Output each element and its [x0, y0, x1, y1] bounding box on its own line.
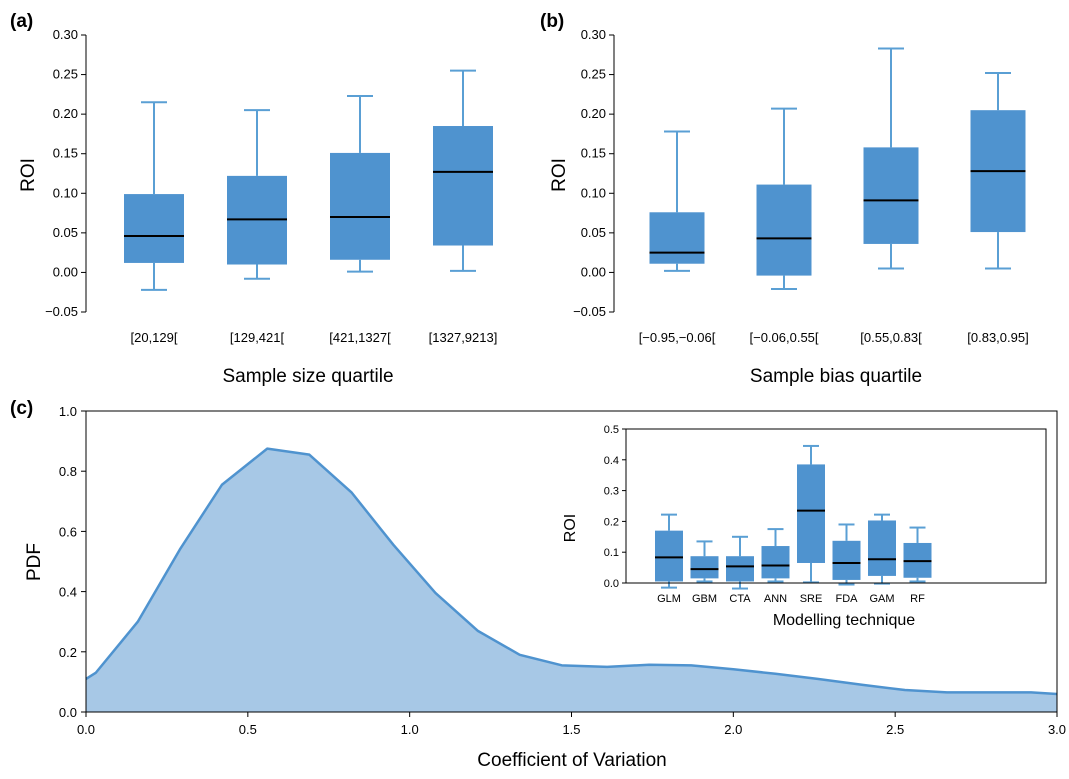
inset-y-tick-label: 0.0 [604, 578, 619, 590]
inset-xlabel: Modelling technique [773, 612, 915, 629]
inset-box [797, 464, 825, 563]
panel-b-category-label: [−0.06,0.55[ [749, 330, 818, 345]
inset-ylabel: ROI [562, 514, 579, 542]
panel-inset: ROI Modelling technique GLM GBM CTA ANN SRE F… [562, 424, 1047, 629]
panel-a-y-tick-label: 0.25 [53, 67, 78, 82]
inset-category-label: GLM [657, 593, 681, 605]
panel-b-box [863, 147, 919, 244]
inset-category-label: FDA [836, 593, 859, 605]
panel-a-y-tick-label: 0.05 [53, 225, 78, 240]
panel-b-box [756, 184, 812, 276]
panel-a-y-tick-label: 0.15 [53, 146, 78, 161]
inset-frame [625, 428, 1047, 584]
panel-c-y-tick-label: 1.0 [59, 404, 77, 419]
panel-c-marks: 0.0 0.2 0.4 0.6 0.8 1.0 0.0 0.5 1.0 1.5 2.0 2.5 3.0 [59, 404, 1066, 737]
inset-y-tick-label: 0.3 [604, 486, 619, 498]
panel-c-x-tick-label: 2.0 [724, 722, 742, 737]
panel-c-x-tick-label: 1.0 [401, 722, 419, 737]
inset-category-label: GAM [869, 593, 894, 605]
panel-c-x-tick-label: 0.5 [239, 722, 257, 737]
panel-c-density-line [85, 447, 1058, 696]
panel-c-y-tick-label: 0.4 [59, 585, 77, 600]
panel-a-y-tick-label: 0.30 [53, 27, 78, 42]
inset-y-tick-label: 0.5 [604, 424, 619, 436]
panel-b-letter: (b) [540, 11, 564, 32]
panel-b-y-tick-label: −0.05 [573, 304, 606, 319]
inset-y-tick-label: 0.1 [604, 547, 619, 559]
panel-c-ylabel: PDF [24, 543, 45, 581]
panel-b: (b) ROI Sample bias quartile −0.05 0.00 0.… [540, 11, 1029, 387]
panel-a-box [330, 152, 390, 260]
panel-c-x-tick-label: 1.5 [562, 722, 580, 737]
panel-b-y-tick-label: 0.00 [581, 264, 606, 279]
panel-a-marks: −0.05 0.00 0.05 0.10 0.15 0.20 0.25 0.30 [20,129… [45, 27, 497, 345]
panel-b-xlabel: Sample bias quartile [750, 366, 922, 387]
panel-a-xlabel: Sample size quartile [222, 366, 393, 387]
panel-a-category-label: [129,421[ [230, 330, 285, 345]
panel-b-marks: −0.05 0.00 0.05 0.10 0.15 0.20 0.25 0.30 [−0.95,… [573, 27, 1029, 345]
inset-box [690, 556, 719, 579]
panel-c-x-tick-label: 0.0 [77, 722, 95, 737]
panel-b-y-tick-label: 0.05 [581, 225, 606, 240]
panel-a-category-label: [421,1327[ [329, 330, 391, 345]
panel-c-area-fill [86, 448, 1057, 712]
panel-b-y-tick-label: 0.10 [581, 185, 606, 200]
inset-box [761, 546, 790, 579]
panel-c: (c) PDF Coefficient of Variation 0.00.20… [10, 398, 1066, 771]
panel-c-x-tick-label: 2.5 [886, 722, 904, 737]
panel-c-y-tick-label: 0.2 [59, 645, 77, 660]
inset-y-tick-label: 0.2 [604, 516, 619, 528]
panel-c-y-tick-label: 0.0 [59, 705, 77, 720]
panel-c-x-tick-label: 3.0 [1048, 722, 1066, 737]
inset-category-label: RF [910, 593, 925, 605]
panel-a-box [124, 194, 184, 263]
inset-box [655, 530, 683, 582]
inset-box [726, 556, 754, 582]
panel-c-y-tick-label: 0.8 [59, 464, 77, 479]
panel-inset-marks: GLM GBM CTA ANN SRE FDA GAM RF 0.0 0.1 0.2 0.3 0.4 0.… [604, 424, 1047, 605]
panel-a-y-tick-label: 0.20 [53, 106, 78, 121]
panel-b-box [649, 212, 705, 264]
panel-a: (a) ROI Sample size quartile −0.05 0.00 0.… [10, 11, 497, 387]
panel-a-category-label: [20,129[ [131, 330, 178, 345]
panel-b-y-tick-label: 0.25 [581, 67, 606, 82]
panel-b-y-tick-label: 0.30 [581, 27, 606, 42]
panel-b-ylabel: ROI [549, 158, 570, 192]
inset-category-label: CTA [729, 593, 751, 605]
panel-b-category-label: [−0.95,−0.06[ [639, 330, 716, 345]
panel-b-y-tick-label: 0.20 [581, 106, 606, 121]
panel-c-letter: (c) [10, 398, 33, 419]
panel-a-box [433, 126, 493, 246]
panel-b-y-tick-label: 0.15 [581, 146, 606, 161]
inset-y-tick-label: 0.4 [604, 455, 619, 467]
inset-category-label: SRE [800, 593, 823, 605]
panel-a-y-tick-label: 0.10 [53, 185, 78, 200]
panel-c-xlabel: Coefficient of Variation [477, 750, 666, 771]
panel-a-letter: (a) [10, 11, 33, 32]
inset-box [832, 540, 861, 580]
panel-a-y-tick-label: 0.00 [53, 264, 78, 279]
panel-a-y-tick-label: −0.05 [45, 304, 78, 319]
inset-category-label: ANN [764, 593, 787, 605]
panel-c-y-tick-label: 0.6 [59, 524, 77, 539]
panel-a-category-label: [1327,9213] [429, 330, 498, 345]
panel-a-ylabel: ROI [18, 158, 39, 192]
panel-b-category-label: [0.55,0.83[ [860, 330, 922, 345]
panel-b-category-label: [0.83,0.95] [967, 330, 1028, 345]
inset-box [868, 520, 896, 576]
inset-category-label: GBM [692, 593, 717, 605]
